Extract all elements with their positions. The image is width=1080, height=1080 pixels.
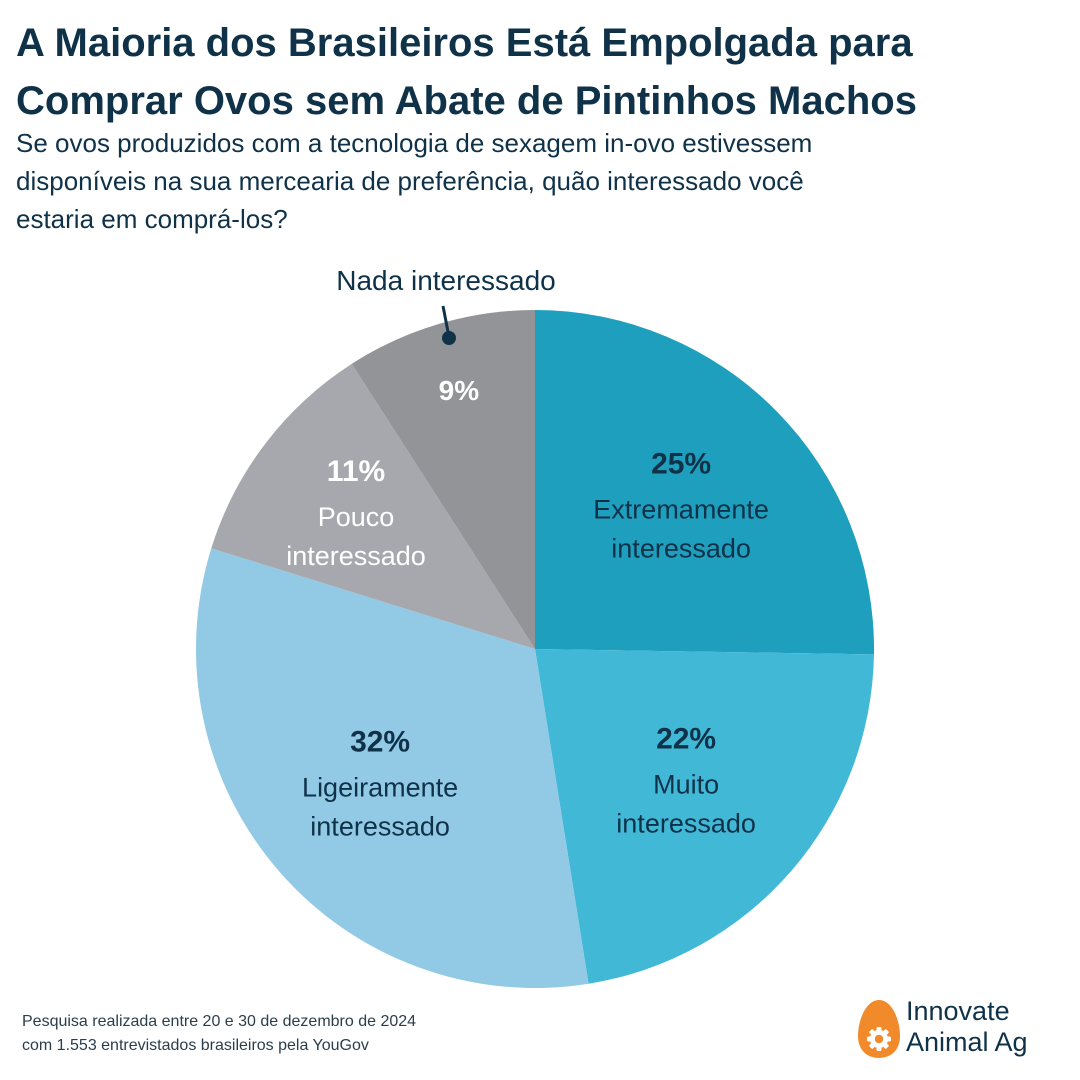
slice-label-nada-interessado: Nada interessado (336, 265, 555, 296)
value-label-ligeiramente-interessado: 32% (350, 726, 410, 759)
value-label-muito-interessado: 22% (656, 723, 716, 756)
subtitle-line-1: Se ovos produzidos com a tecnologia de s… (16, 128, 813, 158)
subtitle-line-2: disponíveis na sua mercearia de preferên… (16, 166, 804, 196)
brand-name: Innovate Animal Ag (906, 996, 1028, 1058)
footnote-line-2: com 1.553 entrevistados brasileiros pela… (22, 1037, 369, 1054)
slice-label-extremamente-interessado-1: Extremamente (593, 495, 769, 525)
pie-slice-nada-interessado (351, 310, 535, 649)
footnote-line-1: Pesquisa realizada entre 20 e 30 de deze… (22, 1013, 417, 1030)
title-line-2: Comprar Ovos sem Abate de Pintinhos Mach… (16, 79, 917, 123)
pie-slices (196, 309, 875, 988)
slice-label-extremamente-interessado-2: interessado (611, 534, 751, 564)
title-line-1: A Maioria dos Brasileiros Está Empolgada… (16, 21, 913, 65)
leader-dot-nada-interessado (442, 331, 456, 345)
page-subtitle: Se ovos produzidos com a tecnologia de s… (16, 124, 1056, 238)
page-title: A Maioria dos Brasileiros Está Empolgada… (16, 14, 1056, 130)
egg-gear-icon (858, 1000, 900, 1058)
value-label-nada-interessado: 9% (439, 375, 480, 406)
pie-slice-ligeiramente-interessado (196, 548, 589, 988)
value-label-extremamente-interessado: 25% (651, 448, 711, 481)
brand-logo: Innovate Animal Ag (856, 994, 1066, 1064)
footnote: Pesquisa realizada entre 20 e 30 de deze… (22, 1010, 582, 1058)
slice-label-pouco-interessado-2: interessado (286, 541, 426, 571)
pie-labels: 25% Extremamente interessado 22% Muito intere… (286, 265, 769, 842)
slice-label-muito-interessado-2: interessado (616, 809, 756, 839)
slice-label-ligeiramente-interessado-2: interessado (310, 812, 450, 842)
brand-name-line-1: Innovate (906, 996, 1010, 1026)
slice-label-pouco-interessado-1: Pouco (318, 502, 395, 532)
brand-name-line-2: Animal Ag (906, 1027, 1028, 1057)
subtitle-line-3: estaria em comprá-los? (16, 204, 288, 234)
value-label-pouco-interessado: 11% (327, 455, 385, 488)
pie-slice-extremamente-interessado (535, 309, 875, 655)
slice-label-muito-interessado-1: Muito (653, 770, 719, 800)
slice-label-ligeiramente-interessado-1: Ligeiramente (302, 773, 458, 803)
pie-slice-muito-interessado (535, 649, 874, 984)
pie-slice-pouco-interessado (211, 363, 536, 649)
